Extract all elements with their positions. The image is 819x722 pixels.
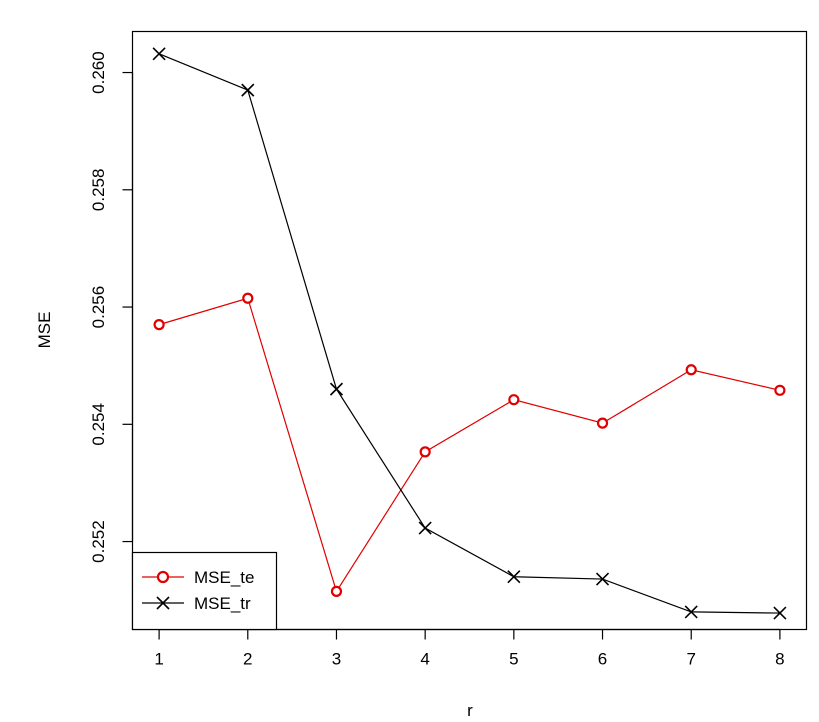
series-line-mse-tr: [158, 53, 780, 614]
legend-box: [131, 551, 278, 631]
data-point: [329, 382, 344, 396]
x-tick-label: 5: [509, 650, 518, 669]
data-point: [153, 319, 165, 331]
legend-label-mse-te: MSE_te: [194, 568, 254, 587]
data-point: [242, 292, 254, 304]
x-tick-label: 7: [686, 650, 695, 669]
x-tick-label: 8: [775, 650, 784, 669]
data-point: [684, 605, 698, 619]
data-point: [773, 606, 787, 620]
y-tick-label: 0.260: [89, 51, 108, 94]
series-line-mse-te: [158, 297, 781, 593]
y-tick-label: 0.258: [89, 169, 108, 212]
data-point: [419, 446, 431, 458]
x-tick-label: 1: [154, 650, 163, 669]
x-tick-label: 2: [243, 650, 252, 669]
y-tick-label: 0.254: [89, 403, 108, 446]
y-tick-label: 0.256: [89, 286, 108, 329]
data-point: [685, 364, 697, 376]
data-point: [330, 585, 343, 597]
x-axis: 1 2 3 4 5 6 7 8: [154, 628, 785, 669]
y-tick-label: 0.252: [89, 520, 108, 563]
data-point: [241, 83, 255, 97]
markers-layer: [152, 47, 787, 620]
data-point: [596, 417, 609, 429]
y-axis: 0.252 0.254 0.256 0.258 0.260: [89, 51, 134, 563]
legend-marker-mse-tr: [156, 596, 170, 610]
data-point: [774, 384, 786, 396]
data-point: [418, 521, 432, 535]
x-tick-label: 3: [332, 650, 341, 669]
data-point: [152, 47, 166, 61]
legend-marker-mse-te: [156, 570, 170, 584]
data-point: [507, 570, 521, 584]
legend: MSE_te MSE_tr: [131, 551, 278, 631]
data-point: [595, 572, 610, 586]
x-tick-label: 4: [420, 650, 429, 669]
x-axis-label: r: [467, 701, 473, 720]
legend-label-mse-tr: MSE_tr: [194, 594, 251, 613]
data-point: [508, 394, 520, 406]
series-layer: [158, 53, 781, 614]
x-tick-label: 6: [598, 650, 607, 669]
y-axis-label: MSE: [35, 312, 54, 349]
